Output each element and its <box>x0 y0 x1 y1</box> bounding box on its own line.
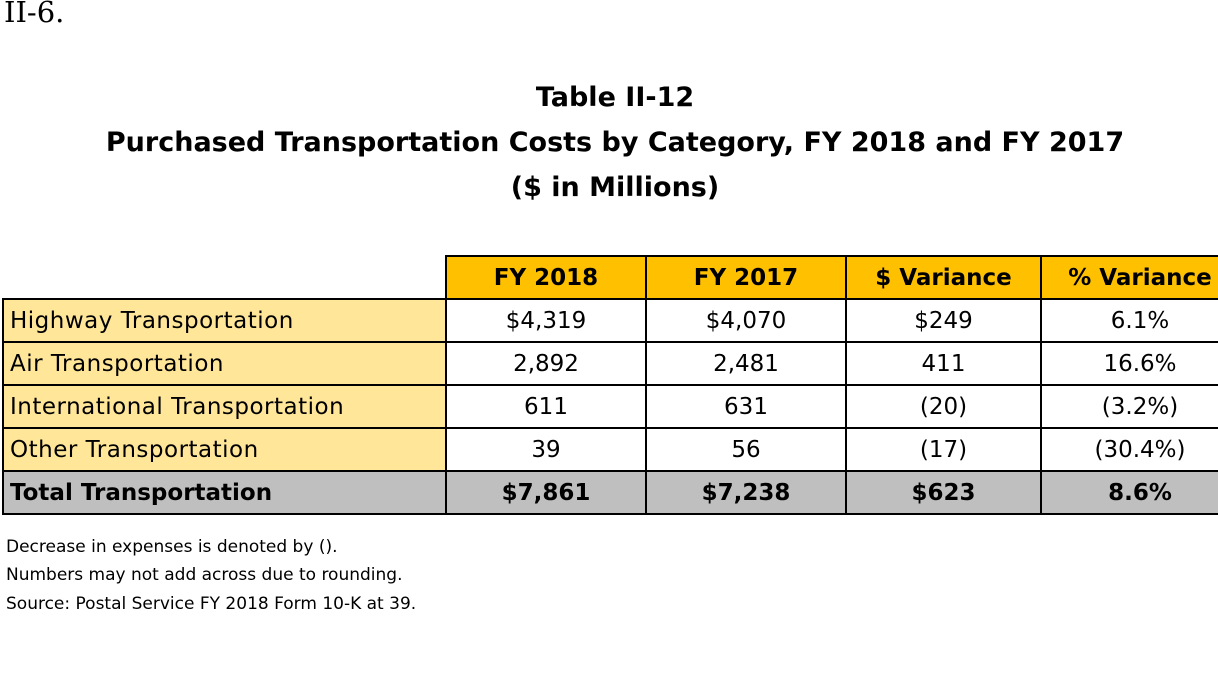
transportation-costs-table: FY 2018 FY 2017 $ Variance % Variance Hi… <box>2 255 1218 515</box>
cell-fy2017: 631 <box>645 384 847 429</box>
table-row: Other Transportation 39 56 (17) (30.4%) <box>2 427 1218 472</box>
total-fy2018: $7,861 <box>445 470 647 515</box>
cell-dollar-variance: (20) <box>845 384 1042 429</box>
table-row: International Transportation 611 631 (20… <box>2 384 1218 429</box>
cell-pct-variance: (3.2%) <box>1040 384 1218 429</box>
table-row: Highway Transportation $4,319 $4,070 $24… <box>2 298 1218 343</box>
cell-fy2017: 56 <box>645 427 847 472</box>
row-label: Highway Transportation <box>2 298 447 343</box>
header-blank-cell <box>3 256 447 300</box>
row-label: International Transportation <box>2 384 447 429</box>
cell-fy2018: 39 <box>445 427 647 472</box>
header-fy2017: FY 2017 <box>645 255 847 300</box>
cell-dollar-variance: 411 <box>845 341 1042 386</box>
total-row: Total Transportation $7,861 $7,238 $623 … <box>2 470 1218 515</box>
table-units: ($ in Millions) <box>510 172 720 203</box>
row-label: Other Transportation <box>2 427 447 472</box>
table-row: Air Transportation 2,892 2,481 411 16.6% <box>2 341 1218 386</box>
header-dollar-variance: $ Variance <box>845 255 1042 300</box>
table-title: Purchased Transportation Costs by Catego… <box>105 127 1125 158</box>
total-dollar-variance: $623 <box>845 470 1042 515</box>
cell-fy2018: 2,892 <box>445 341 647 386</box>
cell-pct-variance: 6.1% <box>1040 298 1218 343</box>
table-number: Table II-12 <box>535 82 695 113</box>
total-fy2017: $7,238 <box>645 470 847 515</box>
page-reference: II-6. <box>4 0 65 29</box>
cell-fy2018: $4,319 <box>445 298 647 343</box>
footnote-rounding: Numbers may not add across due to roundi… <box>6 565 403 585</box>
cell-fy2018: 611 <box>445 384 647 429</box>
footnote-source: Source: Postal Service FY 2018 Form 10-K… <box>6 594 417 614</box>
cell-pct-variance: (30.4%) <box>1040 427 1218 472</box>
cell-pct-variance: 16.6% <box>1040 341 1218 386</box>
cut-off-text-line <box>0 668 1218 684</box>
cell-dollar-variance: (17) <box>845 427 1042 472</box>
row-label: Air Transportation <box>2 341 447 386</box>
cell-dollar-variance: $249 <box>845 298 1042 343</box>
cell-fy2017: 2,481 <box>645 341 847 386</box>
cell-fy2017: $4,070 <box>645 298 847 343</box>
total-label: Total Transportation <box>2 470 447 515</box>
header-pct-variance: % Variance <box>1040 255 1218 300</box>
footnote-decrease: Decrease in expenses is denoted by (). <box>6 537 338 557</box>
header-fy2018: FY 2018 <box>445 255 647 300</box>
header-row: FY 2018 FY 2017 $ Variance % Variance <box>3 255 1218 300</box>
total-pct-variance: 8.6% <box>1040 470 1218 515</box>
